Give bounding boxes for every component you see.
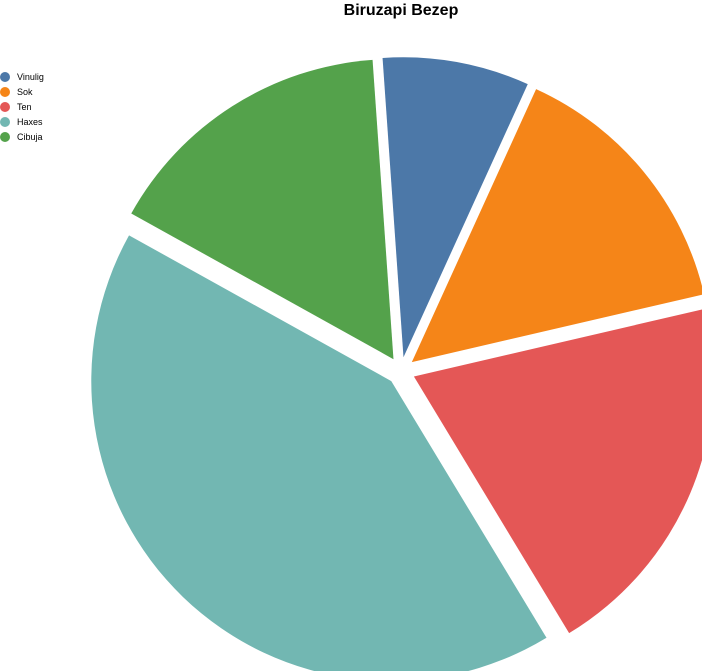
pie-slice-sok: [411, 89, 702, 363]
legend-label: Cibuja: [17, 131, 43, 142]
legend-label: Haxes: [17, 116, 43, 127]
pie-slice-cibuja: [131, 59, 394, 360]
chart-title: Biruzapi Bezep: [343, 2, 459, 19]
legend-label: Sok: [17, 86, 33, 97]
pie-slice-ten: [413, 309, 702, 634]
legend-swatch: [0, 86, 10, 97]
legend-item-cibuja: Cibuja: [0, 129, 44, 144]
legend-swatch: [0, 71, 10, 82]
legend-swatch: [0, 131, 10, 142]
legend-swatch: [0, 116, 10, 127]
legend-item-vinulig: Vinulig: [0, 69, 44, 84]
pie-slice-vinulig: [382, 57, 528, 358]
legend-item-haxes: Haxes: [0, 114, 44, 129]
legend-swatch: [0, 101, 10, 112]
legend: Vinulig Sok Ten Haxes Cibuja: [0, 69, 44, 144]
legend-label: Ten: [17, 101, 32, 112]
pie-slice-haxes: [91, 235, 547, 671]
legend-item-ten: Ten: [0, 99, 44, 114]
legend-item-sok: Sok: [0, 84, 44, 99]
legend-label: Vinulig: [17, 71, 44, 82]
